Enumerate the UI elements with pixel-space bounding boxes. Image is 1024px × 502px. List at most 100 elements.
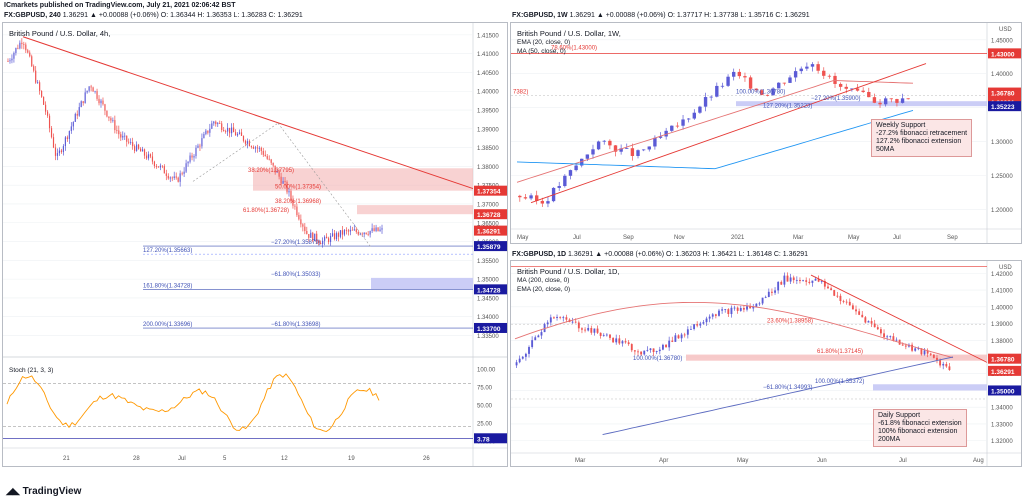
right-top-symbol[interactable]: FX:GBPUSD, 1W [512,12,568,19]
right-bottom-chart-panel[interactable]: 1.420001.410001.400001.390001.380001.370… [510,260,1022,467]
rb-currency-label: USD [999,265,1012,271]
rb-candle [839,295,842,302]
left-candle [193,156,195,158]
rt-candle [889,98,893,100]
right-bottom-chart-svg[interactable]: 1.420001.410001.400001.390001.380001.370… [511,261,1021,466]
left-candle [268,158,270,160]
right-top-chart-svg[interactable]: 1.450001.400001.350001.300001.250001.200… [511,23,1021,243]
tradingview-brand: TradingView [22,486,82,497]
left-candle [58,150,61,154]
left-candle [294,205,296,207]
rb-candle [668,340,671,348]
rt-price-tick-label: 1.30000 [991,140,1013,146]
left-candle [56,153,59,156]
left-candle [161,165,163,167]
left-fib-annotation: 161.80%(1.34728) [143,283,192,289]
rt-candle [737,71,742,77]
left-candle [100,100,102,104]
rb-candle [786,275,789,282]
right-bottom-symbol[interactable]: FX:GBPUSD, 1D [512,251,567,258]
rb-candle [528,347,530,354]
left-price-tick-label: 1.39000 [477,127,499,133]
rb-candle [630,344,633,351]
rt-candle [529,195,533,199]
left-candle [339,230,342,237]
left-candle [327,238,330,242]
rb-candle [621,341,624,344]
rt-candle [810,64,815,67]
left-candle [92,87,94,92]
left-candle [304,226,306,232]
tradingview-logo[interactable]: ◢◣ TradingView [6,486,81,497]
left-price-tag-label: 1.34728 [477,287,501,294]
rb-candle [830,288,833,291]
rb-candle [549,317,552,323]
rb-candle [565,317,568,320]
left-candle [225,131,227,132]
rb-candle [677,335,680,339]
rt-candle [568,170,573,176]
left-candle [365,232,367,234]
daily-note-l1: Daily Support [878,412,921,419]
left-candle [363,232,365,235]
left-price-tick-label: 1.35500 [477,259,499,265]
left-candle [25,44,27,51]
left-symbol[interactable]: FX:GBPUSD, 240 [4,12,61,19]
rb-candle [658,349,661,352]
left-candle [324,236,326,241]
left-candle [147,154,150,159]
stoch-tick-label: 75.00 [477,386,493,392]
rt-candle [844,86,848,89]
left-candle [227,127,229,132]
rb-fib-annotation: −61.80%(1.34993) [763,385,813,391]
rb-candle [742,308,745,310]
left-price-tag-label: 1.36291 [477,229,501,236]
left-candle [9,60,11,62]
rb-candle [936,357,938,361]
rb-candle [780,281,783,285]
rb-candle [633,350,636,352]
rt-price-tick-label: 1.20000 [991,208,1013,214]
rb-candle [942,363,945,366]
left-candle [326,236,328,239]
rt-candle [591,149,595,155]
left-candle [270,159,272,163]
rb-downtrend-line [810,274,988,363]
rb-x-tick-label: Apr [659,458,668,464]
rb-candle [858,311,861,315]
left-candle [351,229,353,231]
left-candle [262,150,264,155]
left-candle [306,231,308,235]
left-price-tag [474,225,507,236]
left-candle [149,154,152,157]
rb-price-tick-label: 1.42000 [991,272,1013,278]
left-chart-panel[interactable]: 1.41500 1.41000 1.40500 1.40000 1.39500 1.390… [2,22,508,467]
left-candle [155,166,158,167]
rb-fib-annotation: 23.60%(1.38958) [767,319,813,325]
left-chart-svg[interactable]: 1.41500 1.41000 1.40500 1.40000 1.39500 1.390… [3,23,507,466]
right-bottom-chart-title: British Pound / U.S. Dollar, 1D, [517,267,620,276]
left-candle [314,233,316,241]
left-fib-annotation: −27.20%(1.35879) [271,240,321,246]
rt-price-tick-label: 1.40000 [991,72,1013,78]
left-candle [11,58,13,61]
right-top-chart-panel[interactable]: 1.450001.400001.350001.300001.250001.200… [510,22,1022,244]
rb-candle [876,327,879,330]
rt-price-tag [988,87,1021,98]
rb-ema-line [514,301,954,359]
left-candle [122,135,124,138]
rb-price-tag [988,385,1021,396]
left-price-tick-label: 1.40000 [477,90,499,96]
left-price-tick-label: 1.38500 [477,146,499,152]
rb-candle [770,291,773,293]
weekly-note-l2: -27.2% fibonacci retracement [876,130,968,137]
left-candle [250,146,252,147]
left-candle [217,123,219,125]
left-candle [74,113,76,122]
rt-candle [765,94,770,96]
left-candle [167,175,169,179]
left-candle [349,229,351,232]
rt-fib-annotation: −27.20%(1.35900) [811,96,861,102]
rb-candle [531,340,534,348]
left-candle [88,86,90,91]
